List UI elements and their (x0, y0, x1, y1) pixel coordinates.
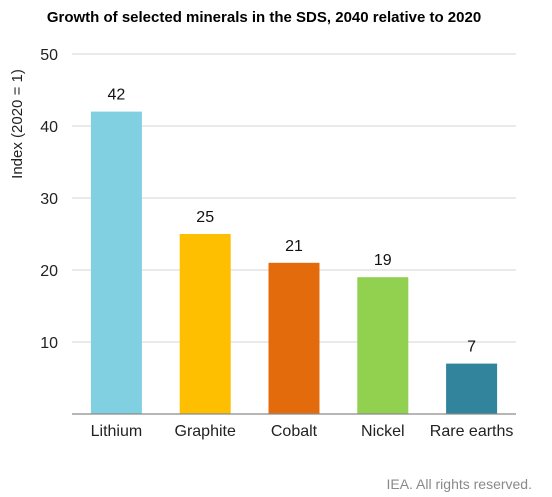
bar-rare-earths (446, 363, 498, 414)
data-labels: 42 25 21 19 7 (108, 87, 477, 356)
x-category-label: Lithium (91, 423, 143, 440)
bar-cobalt (268, 262, 320, 414)
x-category-label: Cobalt (271, 423, 318, 440)
x-category-label: Rare earths (430, 423, 514, 440)
bars (90, 111, 498, 414)
y-tick-label: 30 (40, 191, 58, 208)
y-axis-label: Index (2020 = 1) (9, 69, 26, 179)
x-category-label: Graphite (175, 423, 236, 440)
data-label: 21 (285, 238, 303, 255)
data-label: 19 (374, 252, 392, 269)
y-tick-label: 20 (40, 263, 58, 280)
bar-nickel (357, 277, 409, 414)
credit-text: IEA. All rights reserved. (386, 476, 532, 492)
x-axis-categories: Lithium Graphite Cobalt Nickel Rare earths (91, 423, 514, 440)
gridlines (72, 53, 516, 343)
data-label: 7 (467, 339, 476, 356)
y-axis-ticks: 10 20 30 40 50 (40, 47, 58, 352)
bar-lithium (90, 111, 142, 414)
data-label: 42 (108, 87, 126, 104)
y-tick-label: 40 (40, 119, 58, 136)
bar-graphite (179, 234, 231, 414)
y-tick-label: 50 (40, 47, 58, 64)
chart-title: Growth of selected minerals in the SDS, … (47, 9, 481, 26)
x-category-label: Nickel (361, 423, 405, 440)
y-tick-label: 10 (40, 335, 58, 352)
data-label: 25 (196, 209, 214, 226)
